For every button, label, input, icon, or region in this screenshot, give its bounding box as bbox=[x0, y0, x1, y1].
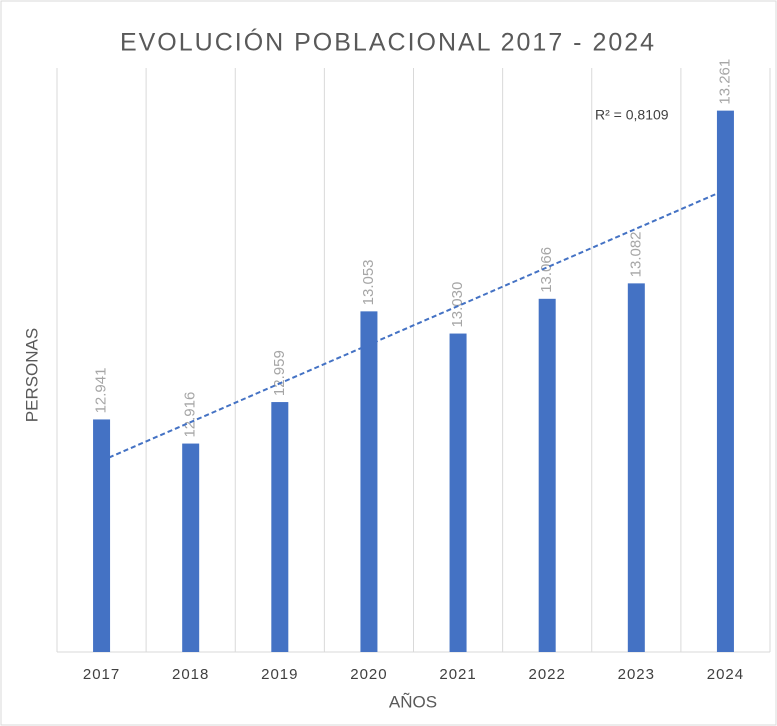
bar bbox=[627, 283, 645, 652]
data-label: 12.941 bbox=[93, 368, 110, 414]
x-tick-label: 2024 bbox=[707, 666, 744, 683]
x-tick-label: 2018 bbox=[172, 666, 209, 683]
bar bbox=[271, 402, 289, 652]
x-tick-label: 2020 bbox=[350, 666, 387, 683]
bar bbox=[93, 419, 111, 652]
bar bbox=[182, 443, 200, 652]
data-label: 13.053 bbox=[360, 259, 377, 305]
x-tick-label: 2019 bbox=[261, 666, 298, 683]
data-label: 12.959 bbox=[271, 350, 288, 396]
bar bbox=[449, 333, 467, 652]
bar bbox=[716, 110, 734, 652]
data-label: 13.082 bbox=[627, 231, 644, 277]
bar bbox=[360, 311, 378, 652]
x-tick-label: 2022 bbox=[529, 666, 566, 683]
chart-title: EVOLUCIÓN POBLACIONAL 2017 - 2024 bbox=[120, 28, 656, 57]
data-label: 13.030 bbox=[449, 282, 466, 328]
data-label: 12.916 bbox=[182, 392, 199, 438]
y-axis-label: PERSONAS bbox=[22, 328, 41, 422]
x-axis-label: AÑOS bbox=[389, 692, 437, 711]
x-tick-label: 2023 bbox=[618, 666, 655, 683]
trendline-annotation: R² = 0,8109 bbox=[595, 107, 669, 123]
trendline bbox=[101, 189, 726, 462]
x-tick-label: 2017 bbox=[83, 666, 120, 683]
data-label: 13.066 bbox=[538, 247, 555, 293]
data-label: 13.261 bbox=[716, 59, 733, 105]
bar bbox=[538, 298, 556, 652]
x-tick-label: 2021 bbox=[439, 666, 476, 683]
